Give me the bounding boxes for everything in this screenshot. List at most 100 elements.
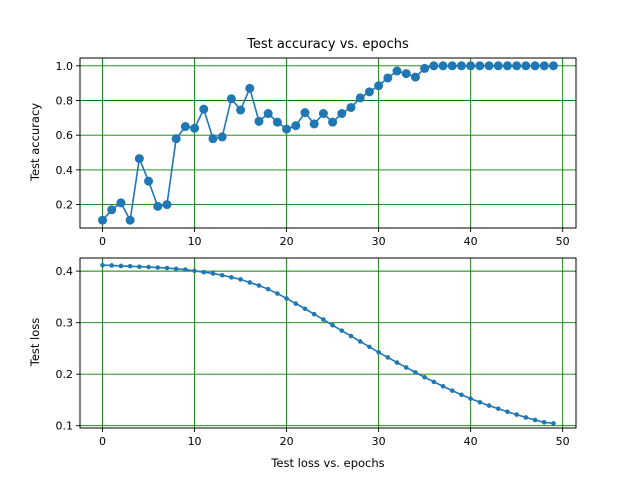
- accuracy-data-point: [502, 61, 512, 71]
- loss-data-point: [541, 420, 547, 425]
- loss-data-point: [321, 317, 326, 322]
- loss-y-tick-label: 0.1: [56, 420, 74, 433]
- loss-data-point: [173, 266, 179, 272]
- loss-data-point: [440, 383, 446, 389]
- accuracy-x-tick-label: 20: [280, 235, 294, 248]
- loss-data-point: [523, 415, 529, 420]
- accuracy-data-point: [245, 83, 255, 93]
- accuracy-data-point: [180, 122, 190, 132]
- accuracy-y-tick-label: 1.0: [56, 60, 74, 73]
- accuracy-x-tick-label: 40: [464, 235, 478, 248]
- loss-data-point: [256, 283, 262, 288]
- accuracy-series: [98, 61, 558, 225]
- accuracy-data-point: [300, 108, 310, 118]
- accuracy-data-point: [328, 117, 338, 127]
- loss-axes: Test loss vs. epochs Test loss 0 10 20 30 40…: [28, 257, 577, 470]
- loss-ticks: 0 10 20 30 40 50 0.1 0.2 0.3 0.4: [56, 265, 570, 448]
- loss-y-axis-label: Test loss: [28, 318, 42, 368]
- loss-data-point: [505, 409, 510, 415]
- loss-data-point: [486, 403, 492, 408]
- accuracy-axes-frame: [79, 57, 577, 229]
- loss-data-point: [201, 269, 207, 275]
- loss-y-tick-label: 0.4: [56, 265, 74, 278]
- accuracy-data-point: [512, 61, 522, 71]
- accuracy-data-point: [162, 200, 172, 210]
- loss-data-point: [394, 360, 400, 365]
- loss-data-point: [532, 417, 538, 423]
- loss-data-point: [265, 286, 271, 292]
- loss-data-point: [357, 339, 363, 344]
- loss-data-point: [339, 328, 345, 333]
- accuracy-data-point: [153, 201, 163, 211]
- accuracy-y-axis-label: Test accuracy: [28, 103, 42, 182]
- loss-data-point: [183, 267, 188, 272]
- accuracy-axes: Test accuracy vs. epochs Test accuracy 0…: [28, 37, 577, 248]
- accuracy-data-point: [410, 72, 420, 82]
- loss-axes-frame: [79, 257, 577, 429]
- accuracy-y-tick-label: 0.4: [56, 164, 74, 177]
- loss-x-tick-label: 0: [99, 435, 106, 448]
- loss-data-point: [330, 322, 335, 328]
- accuracy-ticks: 0 10 20 30 40 50 0.2 0.4 0.6 0.8 1.0: [56, 60, 570, 248]
- loss-data-point: [468, 396, 473, 401]
- loss-data-point: [192, 268, 197, 274]
- loss-data-point: [146, 264, 151, 270]
- loss-data-point: [118, 263, 124, 269]
- loss-x-tick-label: 10: [188, 435, 202, 448]
- accuracy-data-point: [337, 109, 347, 119]
- accuracy-y-tick-label: 0.2: [56, 199, 74, 212]
- loss-data-point: [403, 365, 409, 370]
- accuracy-chart-title: Test accuracy vs. epochs: [246, 37, 409, 52]
- accuracy-data-point: [144, 176, 154, 186]
- loss-data-point: [302, 306, 308, 312]
- accuracy-data-point: [364, 87, 374, 97]
- accuracy-data-point: [466, 61, 476, 71]
- accuracy-x-tick-label: 10: [188, 235, 202, 248]
- loss-y-tick-label: 0.3: [56, 317, 74, 330]
- loss-data-point: [155, 265, 161, 270]
- accuracy-data-point: [383, 73, 393, 83]
- accuracy-data-point: [346, 102, 356, 112]
- loss-data-point: [284, 296, 289, 301]
- loss-data-point: [247, 280, 253, 285]
- loss-data-point: [477, 399, 483, 405]
- accuracy-data-point: [134, 154, 144, 164]
- accuracy-data-point: [392, 66, 402, 76]
- accuracy-data-point: [107, 205, 117, 215]
- accuracy-data-point: [291, 121, 301, 131]
- loss-data-point: [219, 272, 225, 278]
- accuracy-data-point: [236, 105, 246, 115]
- loss-data-point: [385, 355, 391, 360]
- loss-data-point: [100, 262, 105, 268]
- accuracy-data-point: [226, 94, 236, 104]
- loss-grid: [80, 258, 576, 428]
- accuracy-data-point: [420, 63, 430, 73]
- accuracy-data-point: [190, 123, 200, 133]
- loss-y-tick-label: 0.2: [56, 368, 74, 381]
- loss-data-point: [514, 412, 519, 417]
- accuracy-data-point: [539, 61, 549, 71]
- loss-data-point: [109, 263, 115, 268]
- accuracy-data-point: [116, 198, 126, 208]
- accuracy-data-point: [484, 61, 494, 71]
- accuracy-data-point: [282, 124, 292, 134]
- accuracy-x-tick-label: 0: [99, 235, 106, 248]
- loss-data-point: [229, 275, 234, 280]
- loss-data-point: [449, 388, 455, 393]
- accuracy-data-point: [98, 215, 108, 225]
- accuracy-data-point: [208, 134, 218, 144]
- loss-data-point: [311, 311, 317, 317]
- accuracy-data-point: [493, 61, 503, 71]
- loss-x-tick-label: 30: [372, 435, 386, 448]
- accuracy-y-tick-label: 0.8: [56, 95, 74, 108]
- loss-data-point: [459, 392, 464, 398]
- loss-series: [100, 262, 556, 426]
- accuracy-data-point: [429, 61, 439, 71]
- accuracy-data-point: [217, 132, 227, 142]
- accuracy-data-point: [199, 104, 209, 114]
- accuracy-data-point: [263, 109, 273, 119]
- accuracy-data-point: [309, 119, 319, 129]
- accuracy-data-point: [548, 61, 558, 71]
- loss-x-tick-label: 50: [556, 435, 570, 448]
